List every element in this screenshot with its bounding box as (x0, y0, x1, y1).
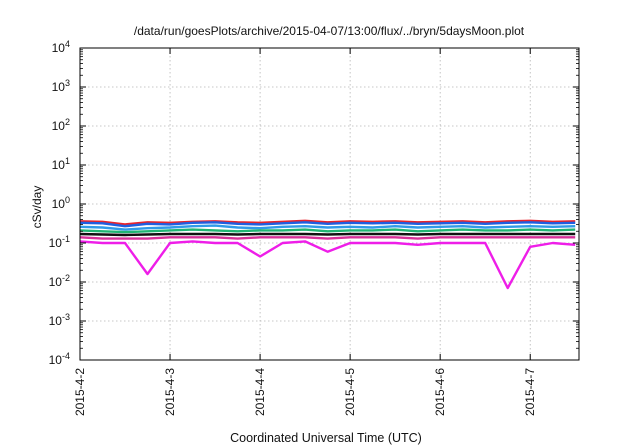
y-tick-label: 10-4 (49, 351, 70, 367)
y-tick-label: 103 (52, 78, 70, 94)
series-line-2 (79, 221, 576, 228)
x-tick-label: 2015-4-7 (523, 368, 537, 416)
y-tick-label: 104 (52, 39, 70, 55)
x-tick-label: 2015-4-5 (343, 368, 357, 416)
x-tick-label: 2015-4-2 (73, 368, 87, 416)
series-line-4 (79, 228, 576, 234)
y-tick-label: 102 (52, 117, 70, 133)
grid (80, 48, 579, 360)
y-tick-label: 10-2 (49, 273, 70, 289)
x-tick-label: 2015-4-6 (433, 368, 447, 416)
y-axis-label: cSv/day (30, 186, 44, 229)
y-tick-label: 10-1 (49, 234, 70, 250)
y-tick-label: 100 (52, 195, 70, 211)
series-line-1 (79, 219, 576, 226)
series-line-7 (79, 240, 576, 290)
x-tick-label: 2015-4-4 (253, 368, 267, 416)
y-tick-label: 101 (52, 156, 70, 172)
y-tick-label: 10-3 (49, 312, 70, 328)
y-axis-ticks: 10-4 10-3 10-2 10-1 100 101 102 103 104 (49, 39, 579, 367)
chart-title: /data/run/goesPlots/archive/2015-04-07/1… (134, 24, 525, 38)
x-axis-label: Coordinated Universal Time (UTC) (230, 431, 422, 445)
series-line-6 (79, 236, 576, 240)
series-line-3 (79, 224, 576, 231)
series-lines (79, 219, 576, 290)
x-axis-ticks: 2015-4-2 2015-4-3 2015-4-4 2015-4-5 2015-4-6… (73, 48, 537, 416)
x-tick-label: 2015-4-3 (163, 368, 177, 416)
series-line-5 (79, 232, 576, 237)
